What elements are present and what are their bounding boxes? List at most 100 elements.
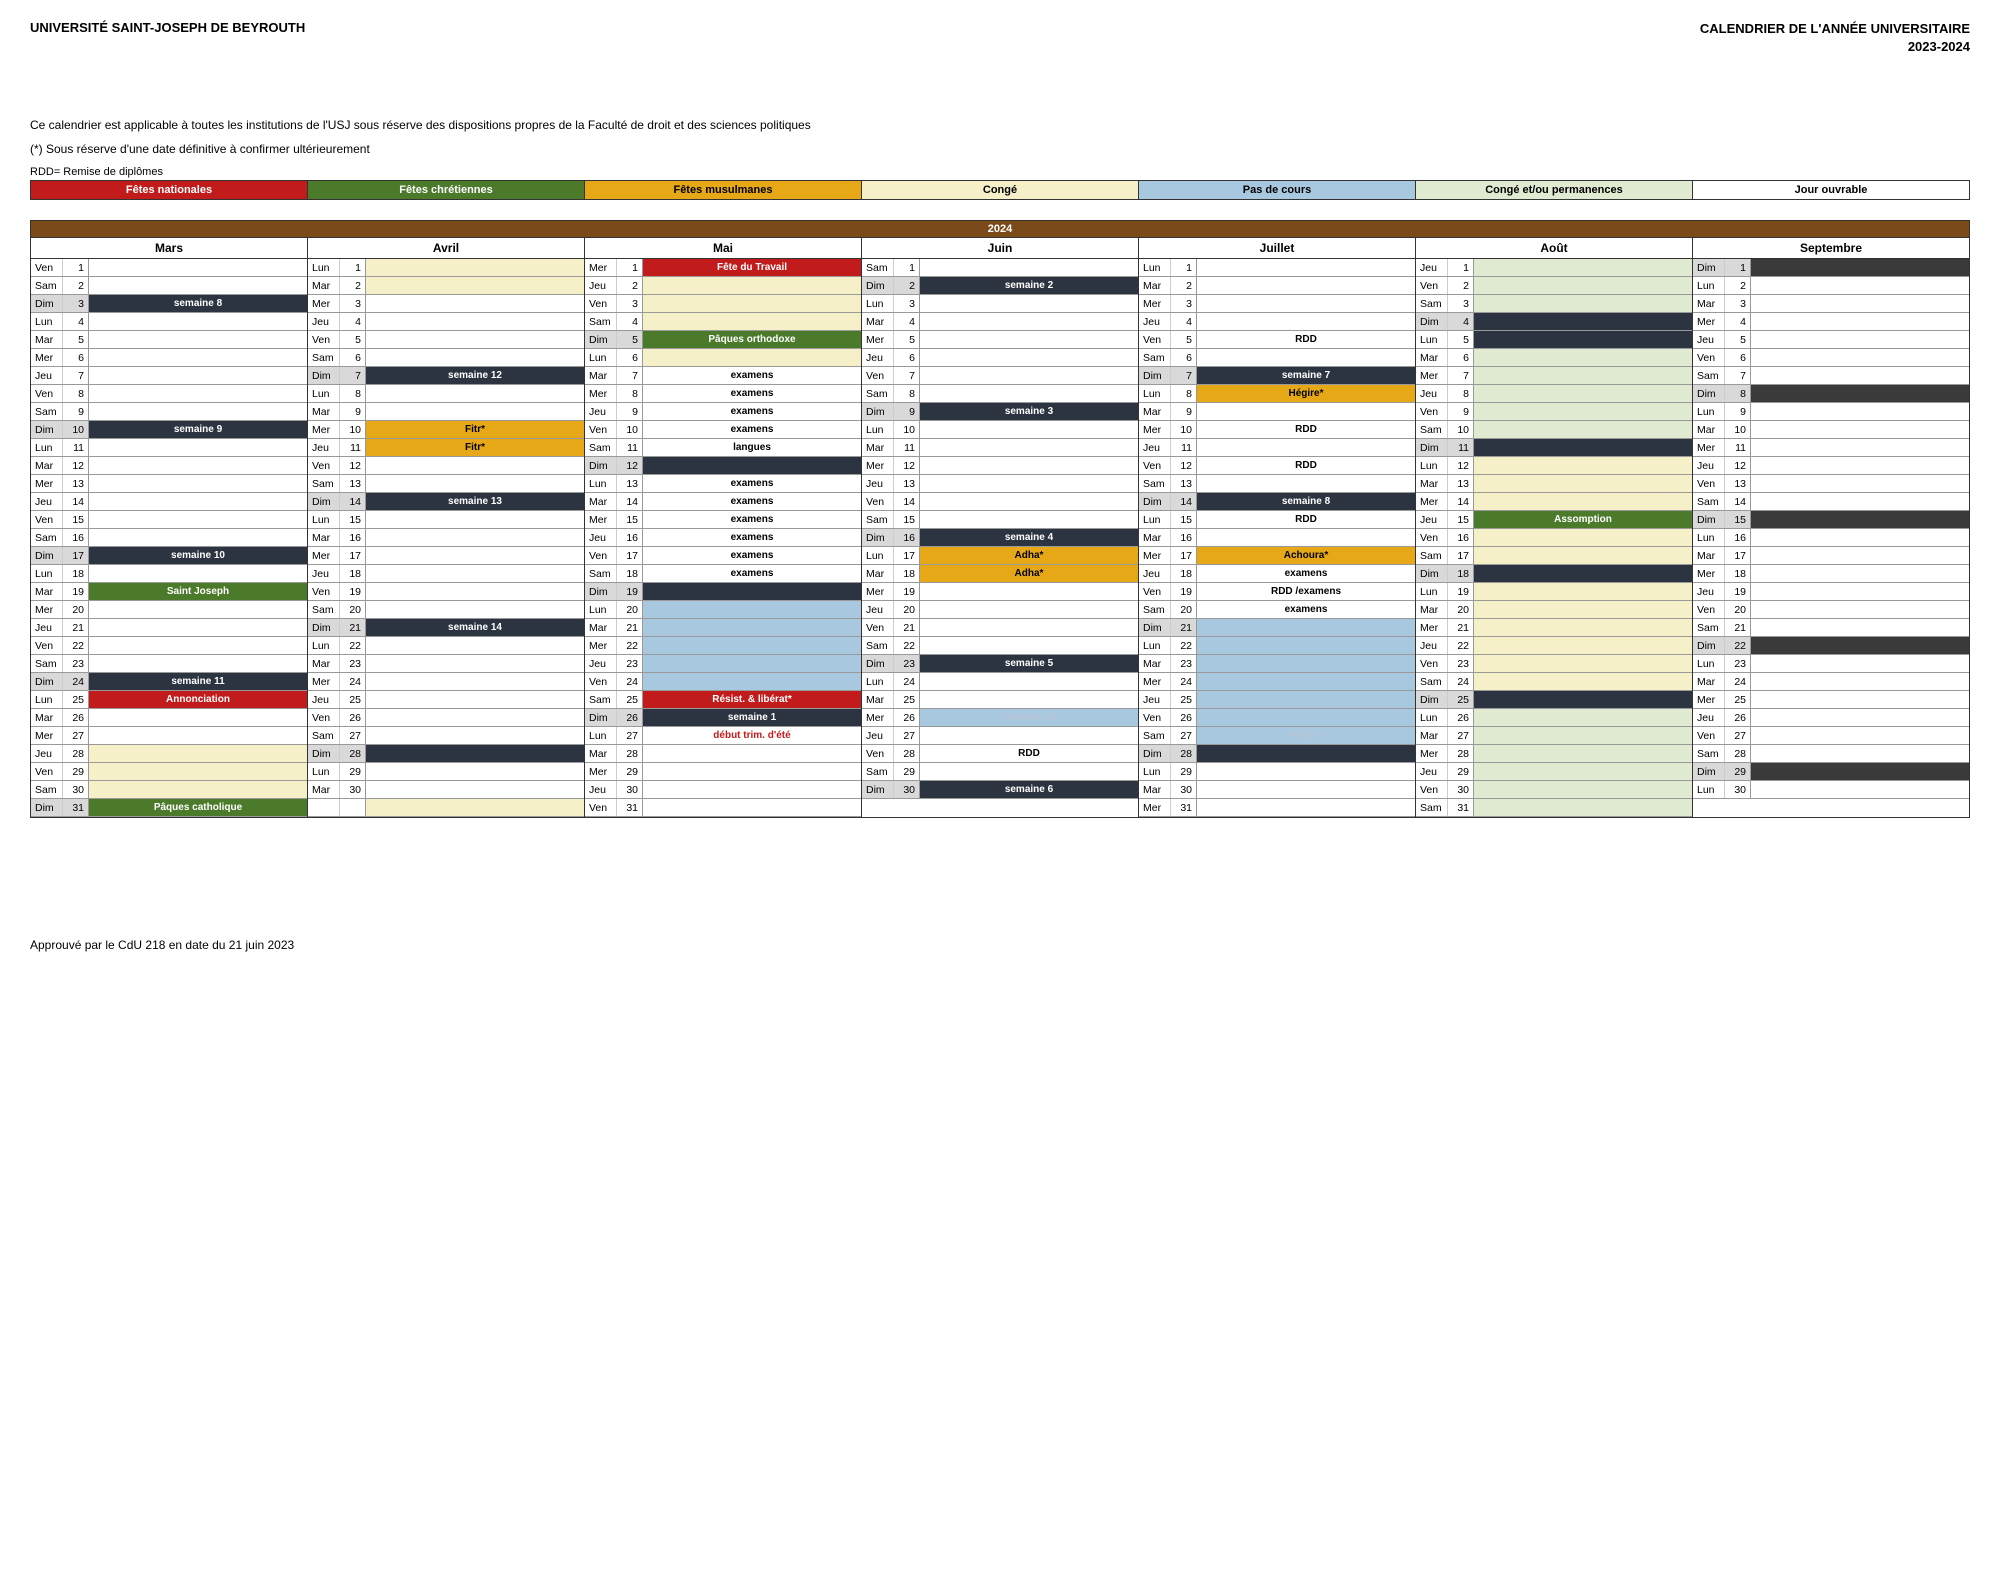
legend-cell: Congé — [862, 181, 1139, 199]
day-label: RDD — [1197, 457, 1415, 474]
day-name: Ven — [1693, 601, 1725, 618]
day-label — [1474, 331, 1692, 348]
day-name: Lun — [1693, 781, 1725, 798]
day-name: Jeu — [31, 745, 63, 762]
month-header: Juillet — [1139, 238, 1416, 258]
day-label — [1474, 781, 1692, 798]
day-row: Mar21 — [585, 619, 861, 637]
day-label — [1474, 403, 1692, 420]
day-name: Lun — [862, 295, 894, 312]
day-name: Mar — [585, 745, 617, 762]
day-name: Jeu — [1693, 457, 1725, 474]
day-label — [643, 601, 861, 618]
approval-footer: Approuvé par le CdU 218 en date du 21 ju… — [30, 938, 1970, 952]
intro-line-2: (*) Sous réserve d'une date définitive à… — [30, 140, 1970, 158]
day-name: Sam — [1416, 799, 1448, 816]
month-column: Ven1Sam2Dim3semaine 8Lun4Mar5Mer6Jeu7Ven… — [31, 259, 308, 817]
day-row: Mar13 — [1416, 475, 1692, 493]
day-number: 24 — [1171, 673, 1197, 690]
day-label — [920, 763, 1138, 780]
day-number: 10 — [1725, 421, 1751, 438]
day-row: Mer17Achoura* — [1139, 547, 1415, 565]
day-row: Dim11 — [1416, 439, 1692, 457]
day-name: Lun — [585, 601, 617, 618]
day-label — [1197, 691, 1415, 708]
day-row: Jeu6 — [862, 349, 1138, 367]
day-row: Mer29 — [585, 763, 861, 781]
document-title: CALENDRIER DE L'ANNÉE UNIVERSITAIRE 2023… — [1700, 20, 1970, 56]
day-number: 10 — [63, 421, 89, 438]
day-name: Lun — [585, 727, 617, 744]
day-number: 8 — [617, 385, 643, 402]
day-row: Lun29 — [1139, 763, 1415, 781]
day-number: 8 — [1725, 385, 1751, 402]
day-row: Dim1 — [1693, 259, 1969, 277]
day-name: Sam — [1693, 367, 1725, 384]
day-name: Dim — [1139, 493, 1171, 510]
day-number: 4 — [1448, 313, 1474, 330]
day-label: début trim. d'été — [643, 727, 861, 744]
day-row: Jeu23 — [585, 655, 861, 673]
day-name: Dim — [1693, 511, 1725, 528]
day-number: 18 — [1448, 565, 1474, 582]
day-label: Fitr* — [366, 421, 584, 438]
day-row: Ven16 — [1416, 529, 1692, 547]
day-label: examens — [643, 565, 861, 582]
day-number: 4 — [894, 313, 920, 330]
day-name: Dim — [1139, 745, 1171, 762]
day-name: Jeu — [1693, 709, 1725, 726]
day-number: 3 — [1725, 295, 1751, 312]
day-name: Jeu — [1416, 637, 1448, 654]
day-number: 3 — [63, 295, 89, 312]
day-row: Jeu25 — [1139, 691, 1415, 709]
day-row: Mer24 — [308, 673, 584, 691]
day-label — [89, 313, 307, 330]
day-row: Jeu4 — [308, 313, 584, 331]
day-row: Dim10semaine 9 — [31, 421, 307, 439]
day-name: Ven — [585, 799, 617, 816]
day-label — [1751, 655, 1969, 672]
day-number: 28 — [617, 745, 643, 762]
day-row: Mer14 — [1416, 493, 1692, 511]
day-number: 27 — [340, 727, 366, 744]
day-number: 24 — [1725, 673, 1751, 690]
day-label: examens — [643, 493, 861, 510]
day-name: Sam — [1693, 619, 1725, 636]
day-row: Mer20 — [31, 601, 307, 619]
day-label — [920, 421, 1138, 438]
day-label — [920, 493, 1138, 510]
day-row: Dim12 — [585, 457, 861, 475]
day-label — [1474, 727, 1692, 744]
day-label: semaine 7 — [1197, 367, 1415, 384]
day-label: examens — [1197, 565, 1415, 582]
day-number: 27 — [63, 727, 89, 744]
day-label — [89, 385, 307, 402]
day-row: Mar6 — [1416, 349, 1692, 367]
day-name: Dim — [585, 331, 617, 348]
day-row: Dim14semaine 13 — [308, 493, 584, 511]
day-name: Mer — [1693, 565, 1725, 582]
day-number: 12 — [63, 457, 89, 474]
day-name: Mer — [1139, 799, 1171, 816]
day-label — [1197, 799, 1415, 816]
day-label — [1751, 565, 1969, 582]
day-name: Ven — [31, 259, 63, 276]
day-number: 10 — [1448, 421, 1474, 438]
day-name: Sam — [1139, 727, 1171, 744]
day-number: 20 — [1448, 601, 1474, 618]
day-row: Mar16 — [308, 529, 584, 547]
day-name: Jeu — [862, 349, 894, 366]
day-row: Jeu26 — [1693, 709, 1969, 727]
day-number: 11 — [894, 439, 920, 456]
day-number: 21 — [894, 619, 920, 636]
day-row: Mar26 — [31, 709, 307, 727]
day-number: 31 — [63, 799, 89, 816]
day-name: Ven — [585, 421, 617, 438]
day-name: Sam — [308, 475, 340, 492]
day-name: Dim — [31, 799, 63, 816]
calendar-grid: Ven1Sam2Dim3semaine 8Lun4Mar5Mer6Jeu7Ven… — [30, 259, 1970, 818]
month-header: Juin — [862, 238, 1139, 258]
day-name: Sam — [31, 781, 63, 798]
day-row: Mer10Fitr* — [308, 421, 584, 439]
day-label — [643, 619, 861, 636]
